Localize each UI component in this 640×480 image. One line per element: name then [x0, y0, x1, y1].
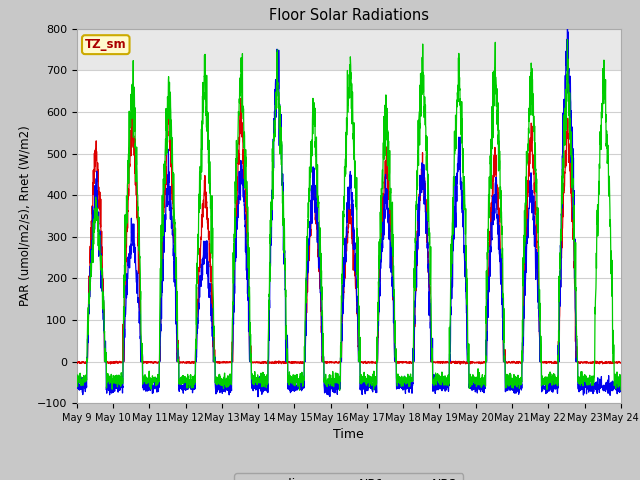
X-axis label: Time: Time — [333, 429, 364, 442]
Bar — [77, 29, 621, 71]
Y-axis label: PAR (umol/m2/s), Rnet (W/m2): PAR (umol/m2/s), Rnet (W/m2) — [18, 126, 31, 306]
Text: TZ_sm: TZ_sm — [85, 38, 127, 51]
Title: Floor Solar Radiations: Floor Solar Radiations — [269, 9, 429, 24]
Legend: q_line, NR1, NR2: q_line, NR1, NR2 — [234, 473, 463, 480]
